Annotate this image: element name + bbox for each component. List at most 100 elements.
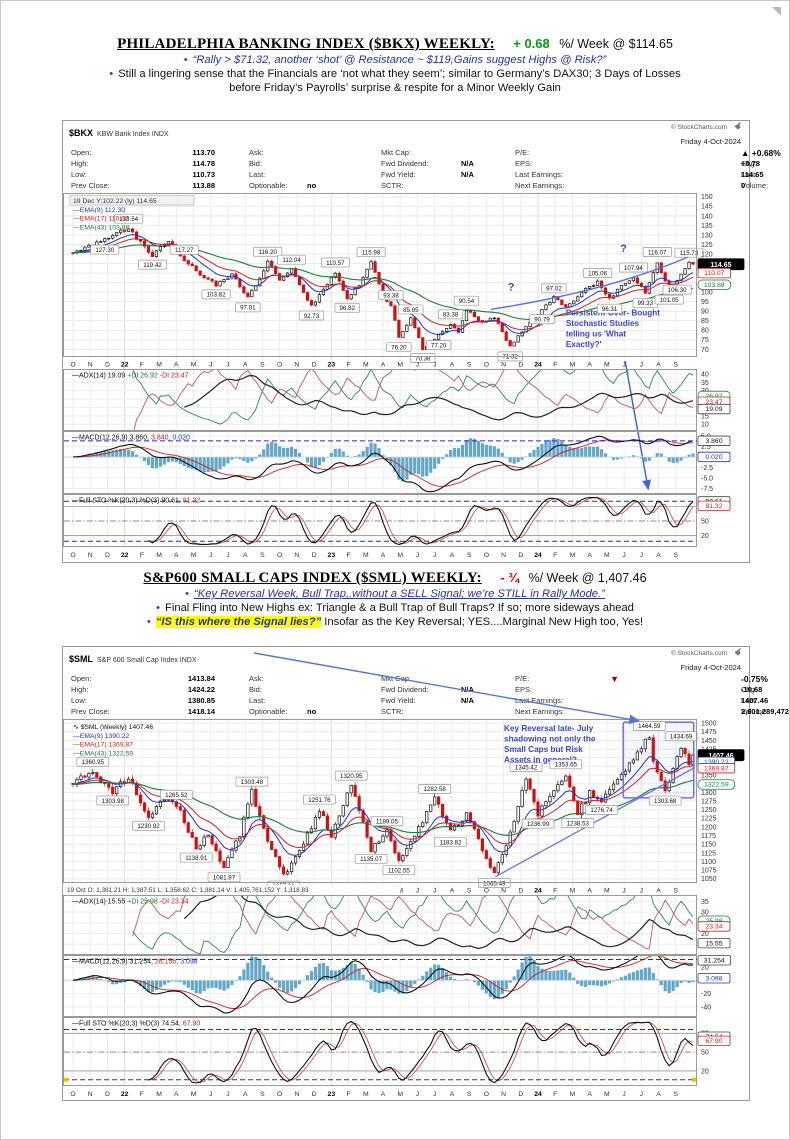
svg-text:M: M [397, 888, 403, 895]
svg-text:1138.91: 1138.91 [185, 855, 207, 862]
svg-text:1434.69: 1434.69 [670, 734, 693, 741]
svg-text:127.30: 127.30 [95, 247, 114, 254]
svg-text:F: F [553, 552, 557, 559]
hand-cursor-icon: ☛ [732, 645, 747, 660]
quote-value: 1424.22 [187, 685, 215, 694]
quote-label: Next Earnings: [515, 707, 565, 716]
svg-text:85: 85 [701, 318, 709, 325]
svg-text:1102.55: 1102.55 [388, 867, 410, 874]
svg-text:M: M [191, 552, 197, 559]
quote-label: Ask: [249, 674, 264, 683]
svg-text:A: A [656, 888, 661, 895]
svg-text:D: D [518, 1091, 523, 1098]
svg-text:Small Caps but Risk: Small Caps but Risk [504, 745, 583, 754]
quote-value: 1413.84 [187, 674, 215, 683]
svg-text:F: F [140, 552, 144, 559]
stockcharts-copyright: © StockCharts.com [670, 124, 727, 131]
quote-label: EPS: [515, 685, 533, 694]
quote-label: Fwd Yield: [381, 696, 416, 705]
svg-text:?: ? [620, 243, 627, 255]
svg-text:—Full STO %K(20,3) %D(3) 74.54: —Full STO %K(20,3) %D(3) 74.54, 67.90 [72, 1021, 200, 1028]
svg-text:M: M [191, 1091, 197, 1098]
sml-bullet-2: • Final Fling into New Highs ex: Triangle… [156, 601, 634, 614]
svg-text:N: N [88, 362, 93, 369]
svg-text:A: A [381, 1091, 386, 1098]
svg-text:1322.59: 1322.59 [704, 782, 729, 789]
quote-label: Prev Close: [71, 181, 110, 190]
svg-text:F: F [346, 1091, 350, 1098]
svg-text:J: J [433, 888, 436, 895]
quote-label: EPS: [515, 159, 533, 168]
svg-text:76.20: 76.20 [391, 344, 407, 351]
bkx-bullet-2: • Still a lingering sense that the Financ… [109, 67, 681, 94]
svg-text:M: M [363, 552, 369, 559]
svg-text:24: 24 [534, 362, 542, 369]
svg-text:F: F [346, 362, 350, 369]
svg-text:90.79: 90.79 [534, 317, 550, 324]
sml-symbol: $SML [69, 654, 94, 664]
sml-title-line: S&P600 SMALL CAPS INDEX ($SML) WEEKLY: -… [1, 569, 789, 587]
bkx-stockchart: $BKX KBW Bank Index INDX © StockCharts.co… [62, 119, 781, 563]
svg-text:1075: 1075 [701, 868, 717, 875]
svg-text:99.33: 99.33 [638, 300, 654, 307]
quote-label: Low: [71, 170, 87, 179]
svg-text:J: J [640, 552, 643, 559]
svg-text:O: O [484, 888, 489, 895]
svg-text:J: J [416, 1091, 419, 1098]
sml-stockchart: $SML S&P 600 Small Cap Index INDX © Stock… [62, 645, 789, 1101]
quote-label: Last: [249, 170, 266, 179]
svg-text:D: D [105, 362, 110, 369]
svg-text:M: M [363, 1091, 369, 1098]
svg-text:92.73: 92.73 [304, 313, 320, 320]
svg-text:130: 130 [701, 232, 713, 239]
svg-text:—ADX(14) 15.55 +DI 25.98 -DI 2: —ADX(14) 15.55 +DI 25.98 -DI 23.34 [72, 899, 189, 906]
svg-text:N: N [294, 1091, 299, 1098]
svg-text:1238.53: 1238.53 [567, 820, 590, 827]
svg-text:F: F [140, 362, 144, 369]
svg-text:telling us 'What: telling us 'What [566, 329, 626, 338]
svg-text:1303.48: 1303.48 [241, 779, 264, 786]
svg-text:101.05: 101.05 [660, 297, 679, 304]
svg-text:1050: 1050 [701, 876, 717, 883]
svg-text:M: M [156, 362, 162, 369]
svg-text:A: A [587, 1091, 592, 1098]
svg-text:1464.59: 1464.59 [638, 723, 661, 730]
svg-text:O: O [277, 1091, 282, 1098]
svg-text:J: J [209, 362, 212, 369]
quote-label: Mkt Cap: [381, 674, 412, 683]
svg-text:20: 20 [701, 533, 709, 540]
sml-week-suffix: %/ Week @ 1,407.46 [528, 571, 647, 585]
svg-text:O: O [70, 552, 75, 559]
quote-value: 110.73 [192, 170, 215, 179]
svg-text:O: O [70, 1091, 75, 1098]
svg-text:A: A [243, 552, 248, 559]
sml-chart-title-row: $SML S&P 600 Small Cap Index INDX © Stock… [63, 645, 749, 664]
svg-text:116.20: 116.20 [259, 249, 278, 256]
svg-text:1251.76: 1251.76 [308, 797, 331, 804]
sml-quote-panel: Friday 4-Oct-2024 Open: 1413.84 High: 1424.2… [71, 663, 789, 716]
svg-text:135: 135 [701, 223, 713, 230]
quote-date: Friday 4-Oct-2024 [680, 137, 741, 146]
svg-text:J: J [209, 1091, 212, 1098]
quote-value: 113.70 [192, 148, 215, 157]
quote-label: Last Earnings: [515, 170, 563, 179]
quote-label: Prev Close: [71, 707, 110, 716]
svg-text:M: M [570, 552, 576, 559]
svg-text:-7.5: -7.5 [701, 486, 713, 493]
bkx-section-title: PHILADELPHIA BANKING INDEX ($BKX) WEEKLY… [117, 36, 495, 52]
svg-text:1475: 1475 [701, 729, 717, 736]
svg-text:M: M [604, 888, 610, 895]
svg-text:112.04: 112.04 [282, 257, 301, 264]
svg-text:19.09: 19.09 [705, 406, 722, 413]
svg-text:1250: 1250 [701, 807, 717, 814]
svg-text:J: J [209, 552, 212, 559]
svg-text:O: O [277, 362, 282, 369]
svg-text:J: J [433, 362, 436, 369]
svg-text:1350: 1350 [701, 772, 717, 779]
svg-text:24: 24 [534, 888, 542, 895]
svg-text:90.54: 90.54 [459, 298, 475, 305]
svg-text:D: D [518, 552, 523, 559]
quote-label: SCTR: [381, 707, 404, 716]
svg-text:10: 10 [701, 422, 709, 429]
